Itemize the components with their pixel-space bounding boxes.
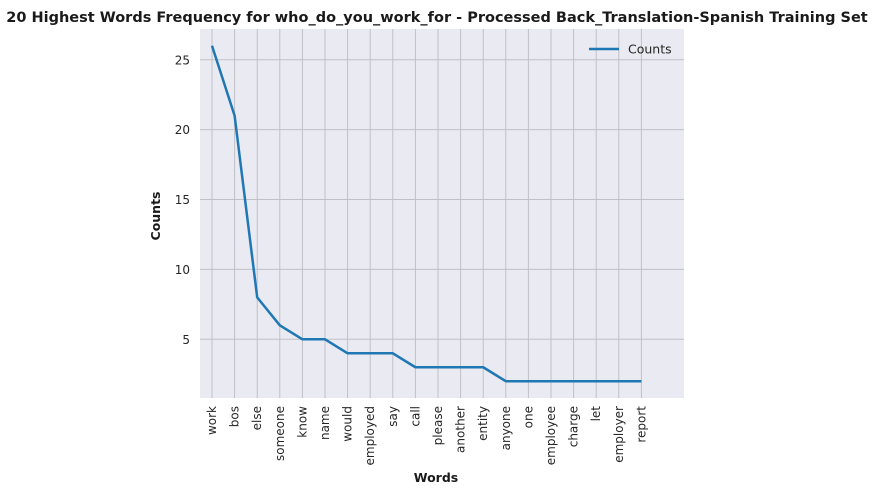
x-tick-label: let [589,406,603,422]
x-axis-ticks: work bos else someone know name would employed s… [205,406,648,466]
x-tick-label: say [386,406,400,427]
x-tick-label: one [521,406,535,428]
x-tick-label: name [318,406,332,440]
x-tick-label: call [408,406,422,427]
x-tick-label: report [634,406,648,443]
y-tick-label: 20 [175,123,190,137]
x-tick-label: would [341,406,355,442]
x-tick-label: anyone [499,406,513,450]
y-axis-ticks: 5 10 15 20 25 [175,53,190,347]
x-tick-label: someone [273,406,287,461]
plot-area [200,29,684,398]
x-tick-label: bos [228,406,242,427]
x-tick-label: another [454,406,468,453]
y-tick-label: 25 [175,53,190,67]
x-tick-label: employed [363,406,377,465]
x-tick-label: charge [567,406,581,447]
y-axis-label: Counts [148,192,163,241]
chart-title: 20 Highest Words Frequency for who_do_yo… [6,10,868,26]
x-axis-label: Words [414,470,458,485]
x-tick-label: work [205,406,219,435]
x-tick-label: employer [612,406,626,463]
y-tick-label: 15 [175,193,190,207]
x-tick-label: employee [544,406,558,465]
x-tick-label: else [250,406,264,430]
series-line-counts [210,45,642,383]
legend: Counts [589,42,672,57]
y-tick-label: 10 [175,263,190,277]
x-tick-label: know [295,406,309,438]
grid-lines [200,29,684,398]
x-tick-label: please [431,406,445,445]
series-layer [210,45,642,383]
y-tick-label: 5 [182,333,190,347]
x-tick-label: entity [476,406,490,441]
legend-label-counts: Counts [628,42,672,57]
